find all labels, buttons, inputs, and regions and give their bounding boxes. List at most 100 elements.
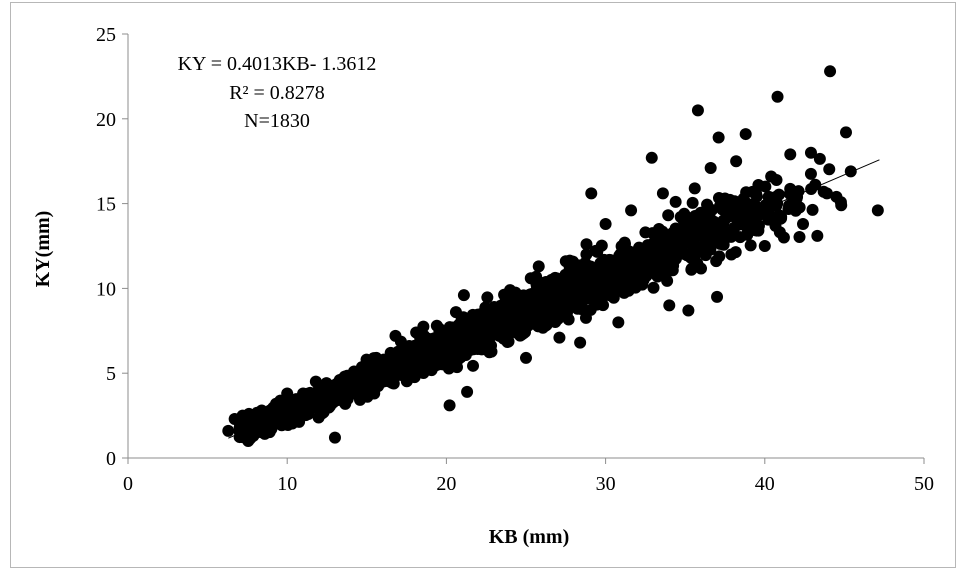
data-point: [766, 211, 779, 224]
data-point: [461, 385, 474, 398]
data-point: [475, 307, 488, 320]
data-point: [424, 334, 437, 347]
data-point: [529, 312, 542, 325]
data-point: [804, 167, 817, 180]
data-point: [520, 351, 532, 364]
data-point: [510, 290, 523, 303]
data-point: [403, 363, 416, 376]
data-point: [309, 375, 322, 388]
x-tick-label: 0: [123, 473, 133, 495]
data-point: [645, 151, 658, 164]
data-point: [669, 195, 682, 208]
data-point: [656, 225, 669, 238]
data-point: [622, 284, 635, 297]
data-point: [667, 259, 680, 272]
data-point: [376, 367, 389, 380]
data-point: [428, 352, 441, 365]
data-point: [457, 289, 470, 302]
trendline-layer: [228, 159, 880, 439]
data-point: [297, 387, 310, 400]
data-point: [403, 348, 416, 361]
data-point: [599, 217, 612, 230]
data-point: [506, 320, 519, 333]
data-point: [576, 294, 589, 307]
data-point: [724, 230, 737, 243]
data-point: [242, 407, 255, 420]
data-point: [717, 238, 730, 251]
data-point: [839, 126, 852, 139]
data-point: [488, 301, 501, 314]
data-point: [559, 255, 572, 268]
data-point: [322, 384, 335, 397]
data-point: [553, 291, 566, 304]
data-point: [584, 303, 597, 316]
data-point: [348, 365, 361, 378]
data-point: [574, 336, 587, 349]
data-point: [746, 223, 759, 236]
data-point: [539, 295, 552, 308]
data-point: [243, 432, 256, 445]
data-point: [823, 163, 836, 176]
data-point: [711, 290, 724, 303]
data-point: [752, 178, 765, 191]
y-tick-label: 20: [96, 109, 116, 131]
data-point: [483, 346, 496, 359]
data-point: [631, 270, 644, 283]
scatter-chart: 0 5 10 15 20 25 0 10 20 30 40 50 KY = 0.4013KB- 1.3…: [32, 24, 934, 548]
data-points: [222, 65, 884, 448]
data-point: [740, 186, 753, 199]
data-point: [639, 226, 652, 239]
data-point: [516, 316, 529, 329]
data-point: [680, 228, 693, 241]
data-point: [771, 90, 784, 103]
data-point: [704, 161, 717, 174]
data-point: [688, 182, 701, 195]
data-point: [368, 376, 381, 389]
data-point: [790, 192, 803, 205]
data-point: [461, 343, 474, 356]
data-point: [437, 329, 450, 342]
data-point: [384, 346, 397, 359]
data-point: [806, 203, 819, 216]
data-point: [512, 305, 525, 318]
data-point: [250, 414, 263, 427]
data-point: [625, 204, 638, 217]
data-point: [597, 299, 610, 312]
data-point: [612, 316, 625, 329]
data-point: [356, 372, 369, 385]
data-point: [765, 170, 778, 183]
data-point: [481, 318, 494, 331]
data-point: [633, 241, 646, 254]
data-point: [258, 422, 271, 435]
data-point: [524, 272, 537, 285]
data-point: [537, 306, 550, 319]
data-point: [481, 291, 494, 304]
data-point: [871, 204, 884, 217]
data-point: [222, 424, 235, 437]
sample-size-annotation: N=1830: [244, 110, 310, 132]
data-point: [719, 212, 732, 225]
data-point: [585, 187, 598, 200]
data-point: [691, 104, 704, 117]
chart-frame: 0 5 10 15 20 25 0 10 20 30 40 50 KY = 0.4013KB- 1.3…: [10, 2, 956, 568]
data-point: [281, 387, 294, 400]
x-tick-label: 10: [277, 473, 297, 495]
y-axis-label: KY(mm): [32, 211, 54, 288]
y-tick-label: 5: [106, 363, 116, 385]
data-point: [263, 407, 276, 420]
data-point: [835, 199, 848, 212]
data-point: [554, 300, 567, 313]
data-point: [739, 128, 752, 141]
data-point: [588, 265, 601, 278]
data-point: [663, 299, 676, 312]
regression-equation: KY = 0.4013KB- 1.3612: [178, 53, 377, 75]
data-point: [712, 131, 725, 144]
data-point: [316, 392, 329, 405]
data-point: [389, 329, 402, 342]
data-point: [526, 299, 539, 312]
data-point: [775, 210, 788, 223]
data-point: [439, 348, 452, 361]
y-tick-label: 15: [96, 194, 116, 216]
data-point: [682, 304, 695, 317]
data-point: [328, 431, 341, 444]
